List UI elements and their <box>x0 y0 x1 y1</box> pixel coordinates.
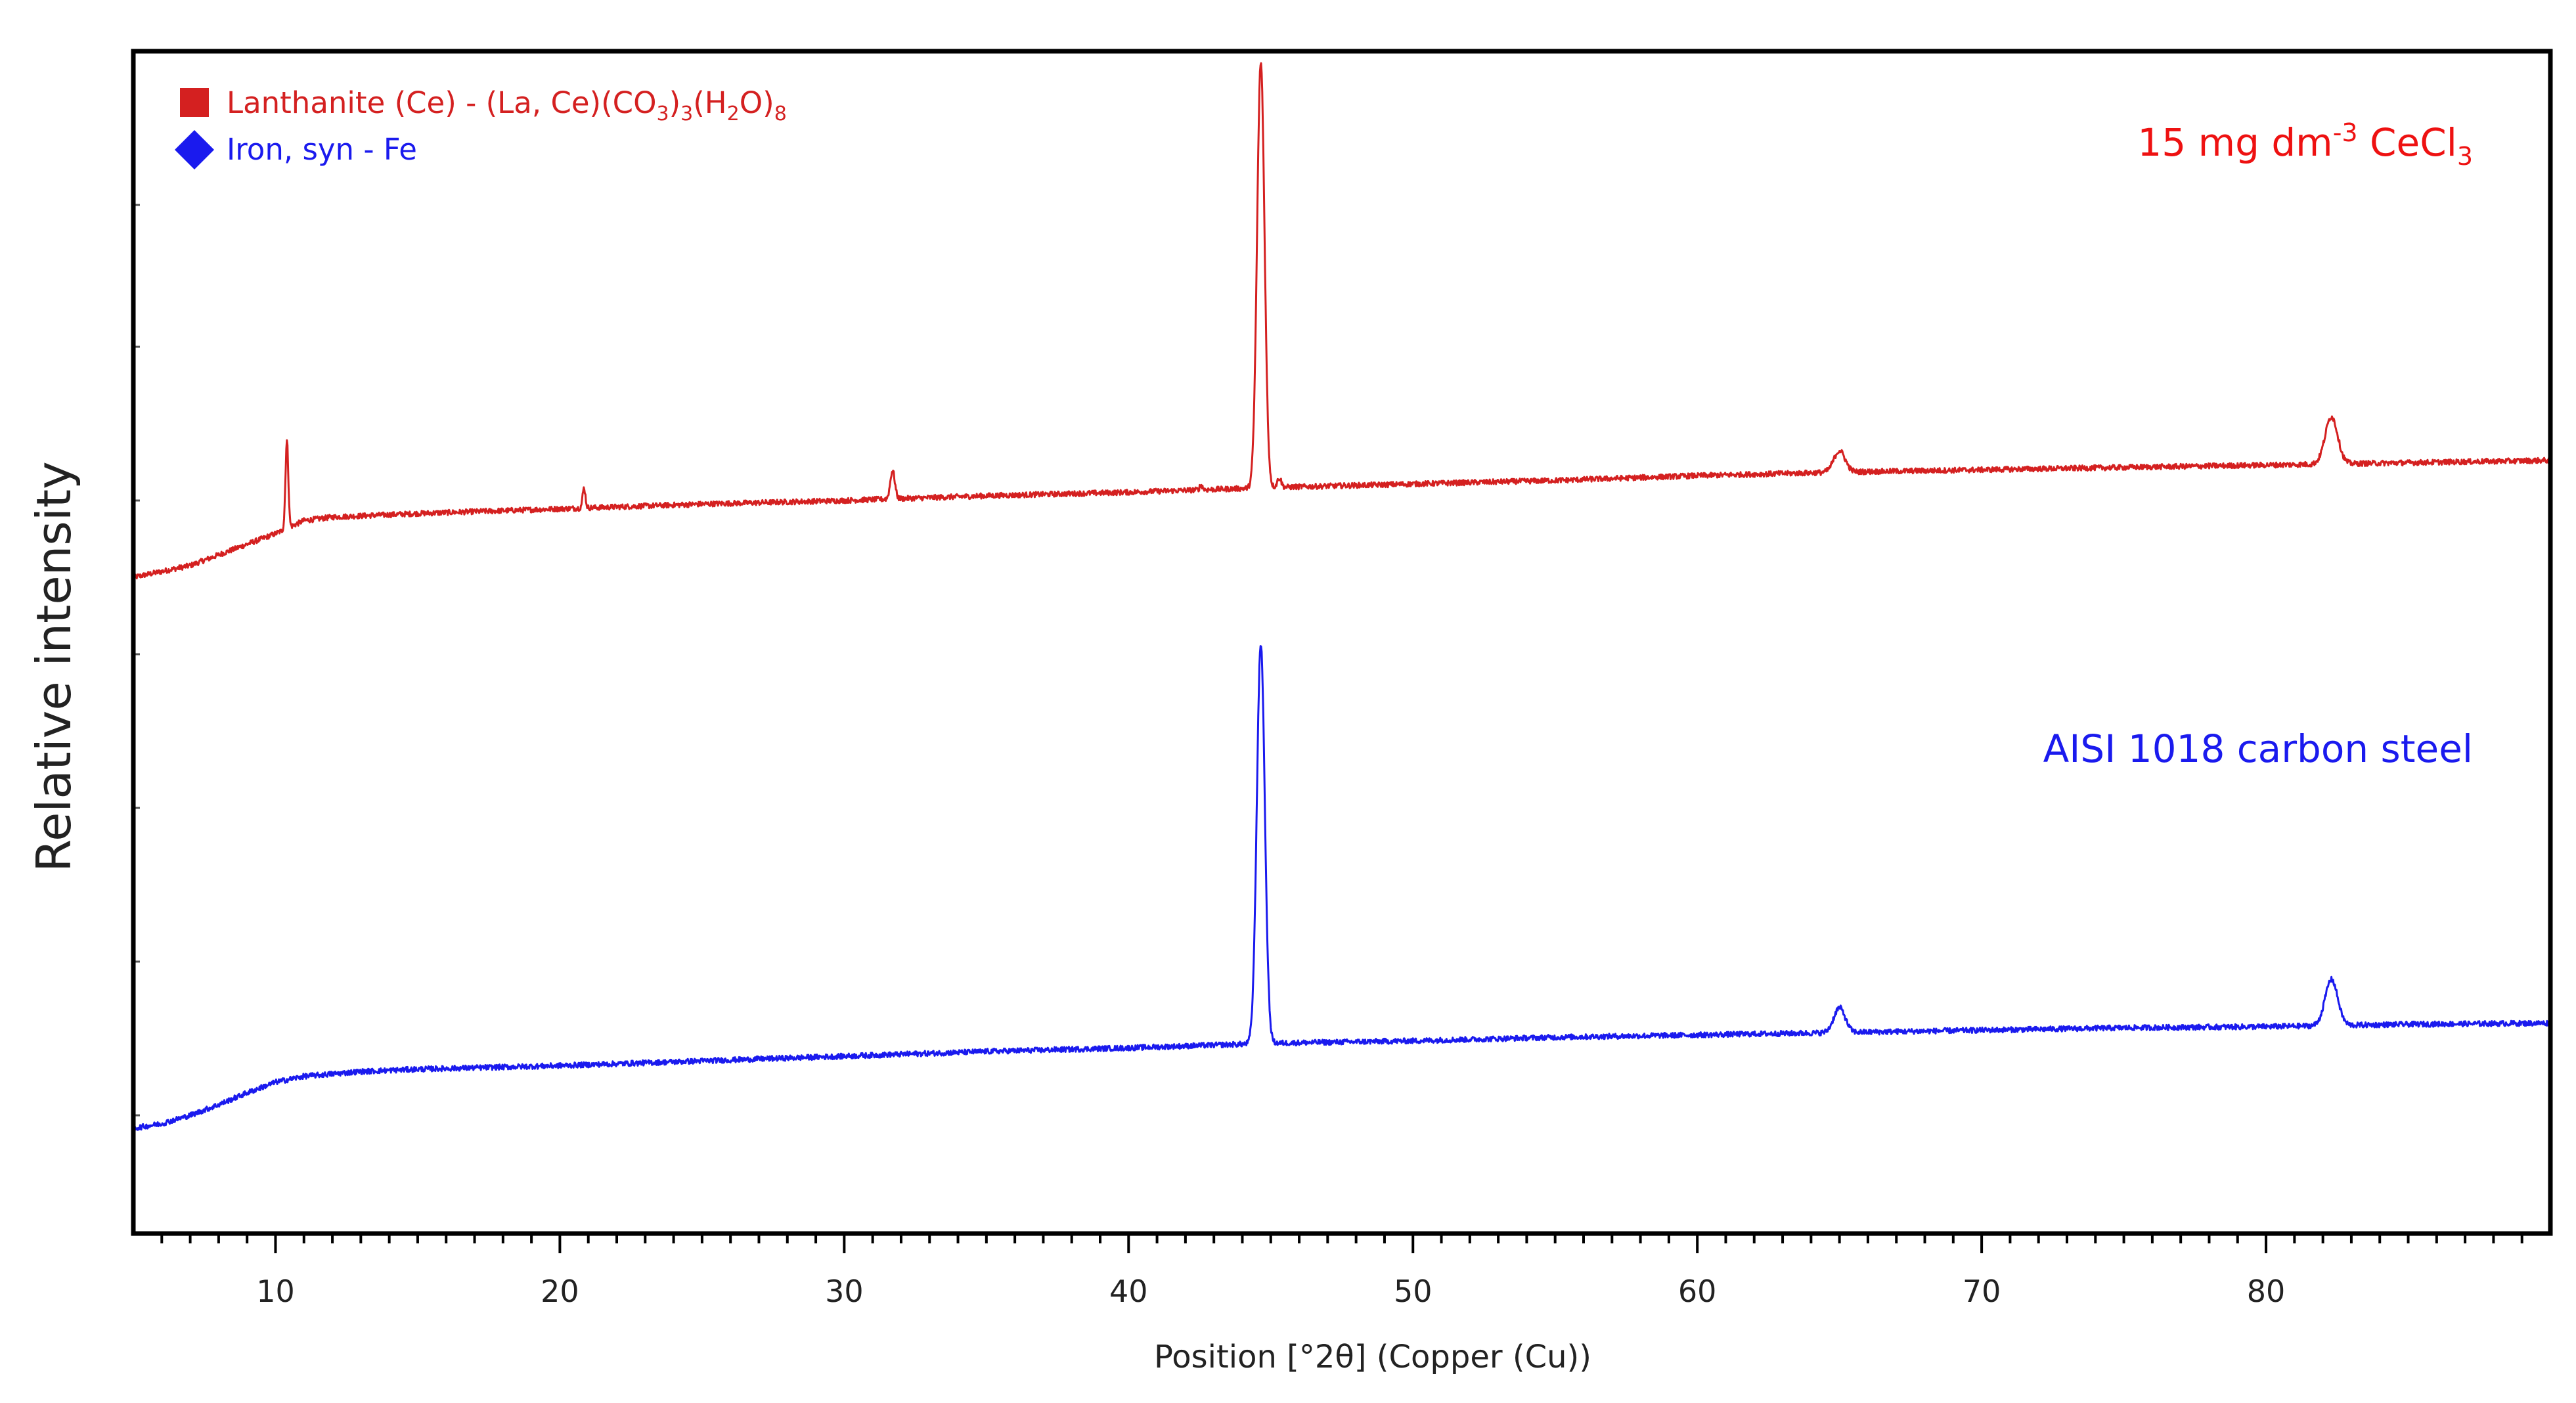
x-tick-label: 70 <box>1963 1274 2001 1309</box>
y-axis-label: Relative intensity <box>26 461 81 872</box>
series-line-aisi-1018 <box>133 645 2550 1131</box>
x-axis-tick-labels: 10 20 30 40 50 60 70 80 <box>256 1274 2285 1309</box>
x-tick-label: 50 <box>1394 1274 1432 1309</box>
legend-marker-lanthanite <box>180 88 209 117</box>
plot-frame <box>131 49 2553 1236</box>
x-tick-label: 20 <box>541 1274 579 1309</box>
x-tick-label: 80 <box>2247 1274 2286 1309</box>
legend-label-lanthanite: Lanthanite (Ce) - (La, Ce)(CO3)3(H2O)8 <box>227 85 787 125</box>
x-tick-label: 60 <box>1678 1274 1717 1309</box>
x-tick-label: 30 <box>825 1274 864 1309</box>
x-axis-label: Position [°2θ] (Copper (Cu)) <box>1154 1339 1591 1375</box>
plot-area <box>133 62 2550 1131</box>
legend-label-iron: Iron, syn - Fe <box>227 132 417 167</box>
series-line-cecl3-sample <box>133 62 2550 580</box>
x-tick-label: 40 <box>1109 1274 1148 1309</box>
x-tick-label: 10 <box>256 1274 295 1309</box>
legend: Lanthanite (Ce) - (La, Ce)(CO3)3(H2O)8 I… <box>175 85 787 169</box>
annotation-aisi-1018: AISI 1018 carbon steel <box>2043 726 2473 771</box>
legend-marker-iron <box>175 130 214 169</box>
annotation-cecl3: 15 mg dm-3 CeCl3 <box>2137 118 2473 171</box>
